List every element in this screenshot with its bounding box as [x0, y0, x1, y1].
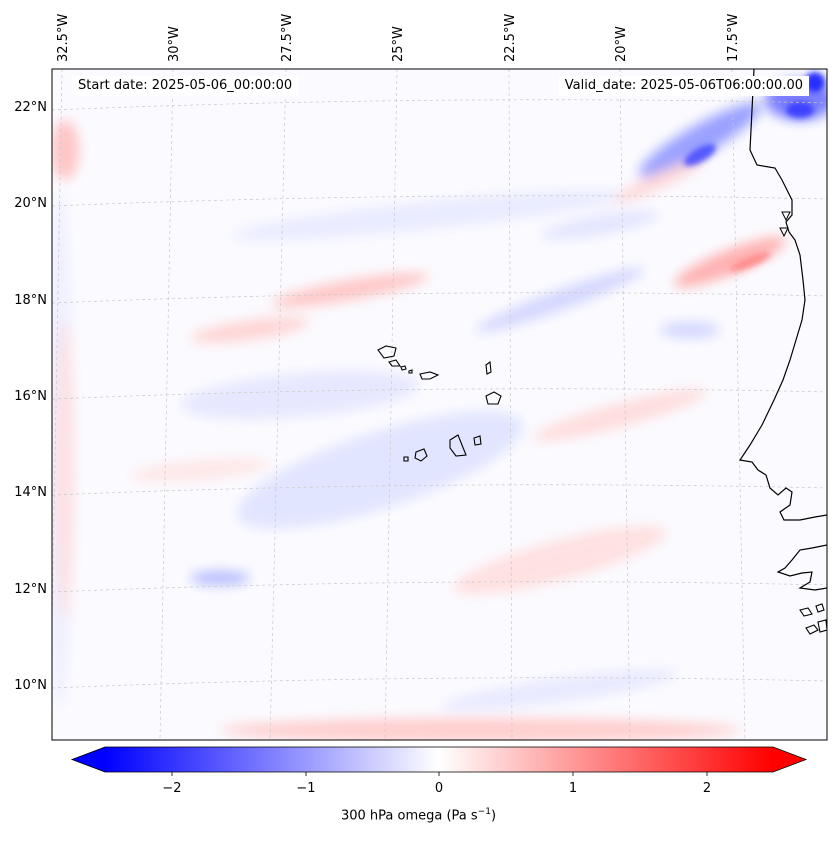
cape-verde-islands	[377, 345, 502, 462]
plot-frame	[51, 68, 828, 741]
bissagos-islands	[799, 603, 827, 635]
lon-label: 30°W	[167, 26, 182, 62]
colorbar-title: 300 hPa omega (Pa s−1)	[0, 807, 837, 823]
colorbar-tick-label: 2	[703, 781, 711, 796]
colorbar-tick-label: −1	[296, 781, 315, 796]
colorbar-ticks: −2 −1 0 1 2	[162, 772, 711, 796]
omega-field	[52, 69, 827, 740]
colorbar-min-extension	[72, 747, 105, 772]
colorbar-max-extension	[773, 747, 806, 772]
lon-label: 22.5°W	[503, 14, 518, 62]
lon-label: 32.5°W	[56, 14, 71, 62]
colorbar-tick-label: 0	[435, 781, 443, 796]
colorbar-outline	[70, 746, 808, 773]
lat-label: 10°N	[14, 678, 47, 693]
gridlines	[52, 69, 827, 740]
omega-strong-cores	[684, 72, 825, 272]
lon-label: 20°W	[614, 26, 629, 62]
lat-label: 18°N	[14, 293, 47, 308]
lat-label: 12°N	[14, 582, 47, 597]
lon-label: 17.5°W	[726, 14, 741, 62]
lon-label: 27.5°W	[280, 14, 295, 62]
lat-label: 22°N	[14, 100, 47, 115]
colorbar-body	[105, 747, 773, 772]
omega-blobs	[52, 80, 827, 740]
colorbar: −2 −1 0 1 2	[70, 746, 808, 796]
lon-label: 25°W	[391, 26, 406, 62]
colorbar-tick-label: −2	[162, 781, 181, 796]
colorbar-tick-label: 1	[569, 781, 577, 796]
colorbar-title-sup: −1	[477, 807, 491, 817]
lat-label: 20°N	[14, 196, 47, 211]
colorbar-title-suffix: )	[490, 808, 497, 824]
start-date-label: Start date: 2025-05-06_00:00:00	[72, 76, 299, 96]
valid-date-label: Valid_date: 2025-05-06T06:00:00.00	[558, 76, 809, 96]
latitude-labels: 22°N 20°N 18°N 16°N 14°N 12°N 10°N	[14, 100, 47, 693]
guinea-coastline	[776, 544, 827, 591]
lat-label: 16°N	[14, 389, 47, 404]
lat-label: 14°N	[14, 485, 47, 500]
africa-coastline	[738, 69, 827, 521]
longitude-labels: 32.5°W 30°W 27.5°W 25°W 22.5°W 20°W 17.5°W	[56, 14, 741, 62]
canary-coast-fragment	[779, 211, 791, 238]
colorbar-title-text: 300 hPa omega (Pa s	[340, 808, 478, 824]
